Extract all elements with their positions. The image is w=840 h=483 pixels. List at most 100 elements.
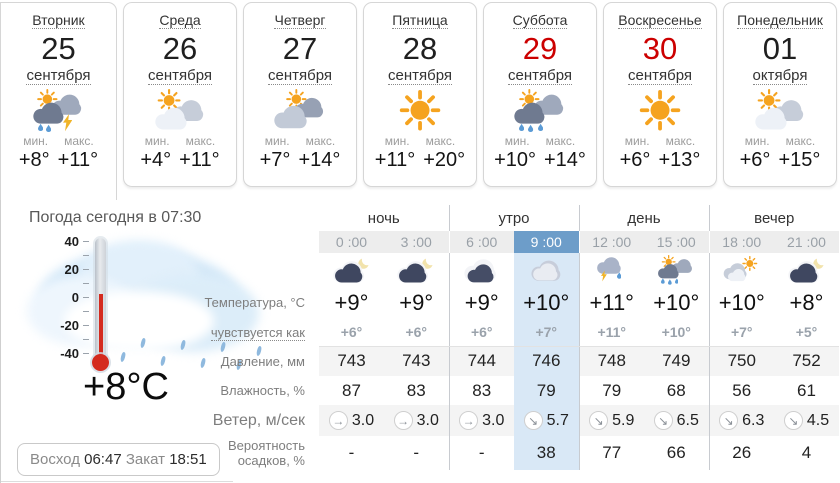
temperature-value: +11° <box>578 287 644 318</box>
feels-like-row-label[interactable]: чувствуется как <box>210 324 305 341</box>
day-date: 29 <box>522 31 558 66</box>
day-name-link[interactable]: Пятница <box>392 12 448 29</box>
sunrise-sunset-box: Восход 06:47 Закат 18:51 <box>17 443 220 476</box>
moon-cloud-icon <box>331 255 373 285</box>
precipitation-value: 4 <box>801 443 812 462</box>
day-tab-monday[interactable]: Понедельник 01 октября мин. макс. +6° +15° <box>723 2 837 187</box>
sun-clouds-icon <box>751 89 809 133</box>
humidity-row-label: Влажность, % <box>220 383 305 398</box>
time-header-row: 0 :00 3 :00 6 :00 9 :00 12 :00 15 :00 18… <box>189 231 839 253</box>
today-panel: Погода сегодня в 07:30 40 20 0 -20 -40 +… <box>0 200 840 483</box>
wind-row: Ветер, м/сек → 3.0 → 3.0 → 3.0 ↘ 5.7 ↘ 5.9 ↘ 6… <box>189 405 839 436</box>
min-temp: +7° <box>259 148 291 171</box>
min-label: мин. <box>144 133 170 148</box>
day-tab-wednesday[interactable]: Среда 26 сентября мин. макс. +4° +11° <box>123 2 237 187</box>
wind-row-label: Ветер, м/сек <box>212 412 305 429</box>
period-evening: вечер <box>708 205 839 231</box>
thermo-tick: 20 <box>64 262 79 277</box>
day-tab-sunday[interactable]: Воскресенье 30 сентября мин. макс. +6° +13… <box>603 2 717 187</box>
cloud-rain-storm-icon <box>591 255 633 285</box>
day-name-link[interactable]: Среда <box>159 12 201 29</box>
min-label: мин. <box>744 133 770 148</box>
max-label: макс. <box>425 133 456 148</box>
sun-icon <box>391 89 449 133</box>
day-tab-thursday[interactable]: Четверг 27 сентября мин. макс. +7° +14° <box>243 2 357 187</box>
sun-cloud-rain-icon <box>511 89 569 133</box>
precipitation-row: Вероятность осадков, % - - - 38 77 66 26 … <box>189 436 839 470</box>
day-tab-saturday[interactable]: Суббота 29 сентября мин. макс. +10° +14° <box>483 2 597 187</box>
day-month-link[interactable]: сентября <box>507 66 572 85</box>
day-name-link[interactable]: Суббота <box>512 12 568 29</box>
day-tab-tuesday[interactable]: Вторник 25 сентября мин. макс. +8° +11° <box>0 2 117 201</box>
period-header-row: ночь утро день вечер <box>189 205 839 231</box>
icon-row <box>189 253 839 287</box>
humidity-value: 83 <box>448 376 514 405</box>
period-morning: утро <box>448 205 579 231</box>
max-label: макс. <box>785 133 816 148</box>
current-temperature: +8°C <box>83 366 169 408</box>
sun-cloud-icon <box>721 255 763 285</box>
max-label: макс. <box>64 133 94 148</box>
current-weather-scene: 40 20 0 -20 -40 <box>9 234 309 386</box>
sun-behind-clouds-icon <box>271 89 329 133</box>
feels-like-value: +10° <box>644 318 709 347</box>
day-month-link[interactable]: сентября <box>267 66 332 85</box>
sun-icon <box>631 89 689 133</box>
max-temp: +11° <box>57 148 99 171</box>
moon-cloud-icon <box>786 255 828 285</box>
thermo-tick: 0 <box>71 290 79 305</box>
day-month-link[interactable]: сентября <box>387 66 452 85</box>
precipitation-value: - <box>413 443 420 462</box>
sunrise-time: 06:47 <box>84 451 122 468</box>
pressure-value: 748 <box>578 346 644 376</box>
period-night: ночь <box>367 209 400 227</box>
wind-direction-icon: ↘ <box>589 411 609 430</box>
temperature-value: +10° <box>653 289 700 315</box>
sunrise-label: Восход <box>30 451 80 468</box>
day-name-link[interactable]: Вторник <box>32 12 85 29</box>
pressure-value: 743 <box>384 346 449 376</box>
pressure-row-label: Давление, мм <box>220 353 305 369</box>
pressure-value: 746 <box>514 346 579 376</box>
feels-like-value: +6° <box>319 318 384 347</box>
wind-direction-icon: ↘ <box>523 411 543 430</box>
day-month-link[interactable]: октября <box>752 66 808 85</box>
humidity-row: Влажность, % 87 83 83 79 79 68 56 61 <box>189 376 839 405</box>
dark-cloud-icon <box>461 255 503 285</box>
min-temp: +4° <box>140 148 172 171</box>
sun-cloud-rain-icon <box>655 255 697 285</box>
precipitation-value: 38 <box>514 436 579 470</box>
wind-direction-icon: ↘ <box>783 411 803 430</box>
time-cell: 6 :00 <box>448 231 514 253</box>
feels-like-value: +6° <box>448 318 514 347</box>
humidity-value: 83 <box>406 380 426 400</box>
time-cell: 12 :00 <box>578 231 644 253</box>
humidity-value: 61 <box>797 380 816 400</box>
feels-like-value: +6° <box>384 318 449 347</box>
max-label: макс. <box>185 133 216 148</box>
today-title: Погода сегодня в 07:30 <box>29 209 202 226</box>
day-name-link[interactable]: Воскресенье <box>618 12 702 29</box>
feels-like-value: +5° <box>774 318 839 347</box>
day-name-link[interactable]: Четверг <box>274 12 326 29</box>
day-name-link[interactable]: Понедельник <box>737 12 823 29</box>
thermometer: 40 20 0 -20 -40 <box>53 234 133 378</box>
cloud-icon <box>525 255 567 285</box>
day-tab-friday[interactable]: Пятница 28 сентября мин. макс. +11° +20° <box>363 2 477 187</box>
sunset-time: 18:51 <box>169 451 207 468</box>
day-month-link[interactable]: сентября <box>147 66 212 85</box>
day-tabs: Вторник 25 сентября мин. макс. +8° +11° Ср… <box>0 0 840 201</box>
day-month-link[interactable]: сентября <box>26 66 91 85</box>
feels-like-row: чувствуется как +6° +6° +6° +7° +11° +10… <box>189 318 839 347</box>
hourly-forecast-table: ночь утро день вечер 0 :00 3 :00 6 :00 9… <box>189 205 839 470</box>
temperature-value: +10° <box>708 287 774 318</box>
max-temp: +14° <box>544 148 586 171</box>
min-label: мин. <box>624 133 650 148</box>
wind-value: 5.7 <box>546 411 569 429</box>
temperature-value: +9° <box>399 289 434 315</box>
temperature-value: +9° <box>448 287 514 318</box>
precipitation-value: 66 <box>666 443 686 462</box>
period-day: день <box>578 205 709 231</box>
precipitation-value: - <box>448 436 514 470</box>
day-month-link[interactable]: сентября <box>627 66 692 85</box>
